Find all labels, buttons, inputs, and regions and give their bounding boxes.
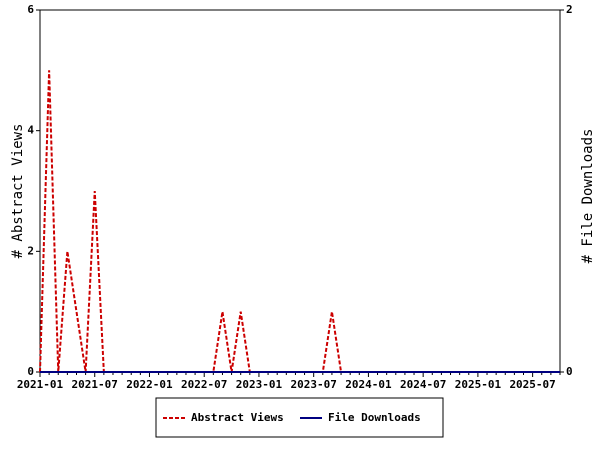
legend-label: Abstract Views bbox=[191, 411, 284, 424]
y2-axis-title: # File Downloads bbox=[580, 129, 596, 264]
plot-frame bbox=[39, 9, 561, 373]
x-tick-label: 2022-07 bbox=[181, 378, 227, 391]
x-tick-label: 2023-07 bbox=[291, 378, 337, 391]
x-tick-label: 2021-07 bbox=[72, 378, 118, 391]
legend bbox=[155, 397, 444, 438]
x-tick-label: 2024-01 bbox=[345, 378, 392, 391]
y-tick-label: 0 bbox=[27, 365, 34, 378]
x-tick-label: 2025-01 bbox=[455, 378, 502, 391]
x-tick-label: 2024-07 bbox=[400, 378, 446, 391]
x-tick-label: 2025-07 bbox=[509, 378, 555, 391]
x-tick-label: 2021-01 bbox=[17, 378, 64, 391]
y2-tick-label: 0 bbox=[566, 365, 573, 378]
y2-tick-label: 2 bbox=[566, 3, 573, 16]
legend-label: File Downloads bbox=[328, 411, 421, 424]
x-tick-label: 2022-01 bbox=[126, 378, 173, 391]
y-tick-label: 2 bbox=[27, 244, 34, 257]
y-axis-title: # Abstract Views bbox=[10, 124, 26, 259]
y-tick-label: 6 bbox=[27, 3, 34, 16]
data-line bbox=[39, 70, 560, 373]
y-tick-label: 4 bbox=[27, 124, 34, 137]
x-tick-label: 2023-01 bbox=[236, 378, 283, 391]
